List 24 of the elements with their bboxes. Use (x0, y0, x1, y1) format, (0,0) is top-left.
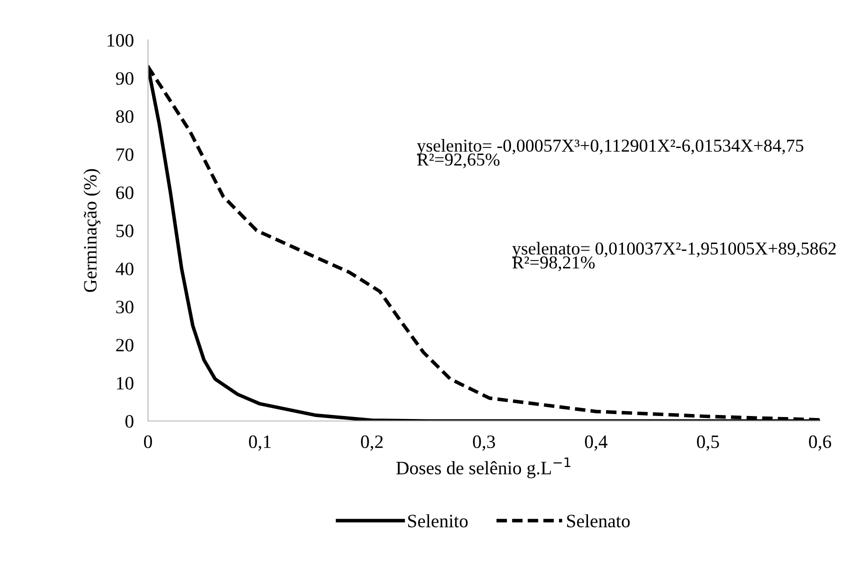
x-tick-label: 0,4 (584, 435, 608, 451)
x-tick-label: 0,2 (360, 435, 383, 451)
y-tick-label: 90 (116, 72, 134, 85)
legend-label: Selenito (408, 514, 468, 528)
x-tick-label: 0,1 (248, 435, 271, 451)
y-tick-label: 60 (116, 186, 134, 200)
x-tick-label: 0,5 (696, 435, 719, 451)
y-tick-label: 70 (116, 148, 134, 161)
y-tick-label: 50 (116, 224, 134, 238)
x-axis-title: Doses de selênio g.L$^{−1}$ (396, 457, 570, 478)
legend-label: Selenato (567, 514, 630, 528)
y-tick-label: 0 (125, 415, 134, 428)
annotation: yselenito= -0,00057X³+0,112901X²-6,01534X+84,75 R²=92,65% (417, 139, 804, 168)
y-tick-label: 30 (116, 300, 134, 314)
x-tick-label: 0,6 (808, 435, 832, 451)
y-axis-title: Germinação (%) (83, 169, 100, 292)
y-tick-label: 20 (116, 338, 134, 352)
y-tick-label: 100 (108, 34, 134, 47)
y-tick-label: 80 (116, 110, 134, 123)
y-tick-label: 40 (116, 262, 134, 276)
x-tick-label: 0,3 (472, 435, 495, 451)
annotation: yselenato= 0,010037X²-1,951005X+89,5862 R²=98,21% (512, 242, 836, 272)
y-tick-label: 10 (117, 376, 134, 390)
x-tick-label: 0 (144, 435, 152, 448)
